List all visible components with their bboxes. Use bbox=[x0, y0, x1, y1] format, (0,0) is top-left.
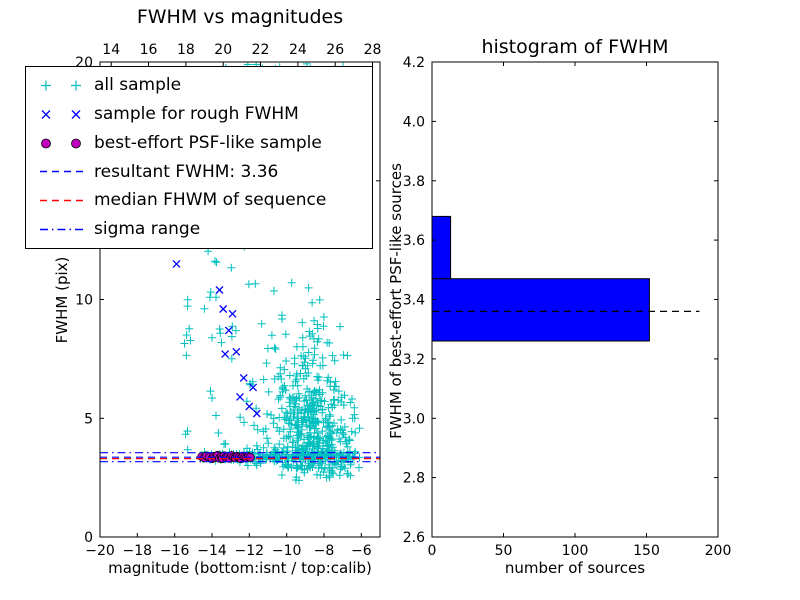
svg-text:0: 0 bbox=[428, 543, 437, 559]
plus-marker-icon bbox=[41, 80, 81, 91]
legend-label-all-sample: all sample bbox=[94, 75, 182, 96]
svg-text:50: 50 bbox=[495, 543, 513, 559]
svg-text:3.6: 3.6 bbox=[403, 233, 425, 249]
svg-text:3.4: 3.4 bbox=[403, 293, 425, 309]
svg-text:100: 100 bbox=[562, 543, 589, 559]
svg-text:0: 0 bbox=[84, 530, 93, 546]
legend: all sample sample for rough FWHM best-ef… bbox=[25, 66, 373, 249]
svg-text:−14: −14 bbox=[197, 543, 227, 559]
x-marker-icon bbox=[41, 109, 81, 119]
legend-label-median-fhwm: median FHWM of sequence bbox=[94, 190, 327, 211]
blue-dashed-line-icon bbox=[40, 171, 84, 173]
svg-text:26: 26 bbox=[326, 42, 344, 58]
svg-text:28: 28 bbox=[364, 42, 382, 58]
red-dashed-line-icon bbox=[40, 199, 84, 202]
left-plot-title: FWHM vs magnitudes bbox=[136, 6, 344, 28]
legend-entry-psf-sample: best-effort PSF-like sample bbox=[38, 134, 372, 153]
histogram-bar bbox=[431, 278, 650, 342]
svg-text:2.8: 2.8 bbox=[403, 471, 425, 487]
histogram-data bbox=[431, 215, 700, 342]
svg-text:150: 150 bbox=[633, 543, 660, 559]
svg-text:−12: −12 bbox=[235, 543, 265, 559]
svg-text:22: 22 bbox=[252, 42, 270, 58]
right-plot-ylabel: FWHM of best-effort PSF-like sources bbox=[387, 163, 405, 439]
svg-text:4.0: 4.0 bbox=[403, 114, 425, 130]
svg-text:24: 24 bbox=[289, 42, 307, 58]
svg-text:2.6: 2.6 bbox=[403, 530, 425, 546]
svg-text:−20: −20 bbox=[85, 543, 115, 559]
svg-text:20: 20 bbox=[214, 42, 232, 58]
svg-text:3.2: 3.2 bbox=[403, 352, 425, 368]
svg-text:−8: −8 bbox=[314, 543, 335, 559]
svg-text:3.8: 3.8 bbox=[403, 174, 425, 190]
legend-label-rough-fwhm: sample for rough FWHM bbox=[94, 103, 299, 124]
left-plot-data bbox=[100, 62, 380, 485]
legend-label-psf-sample: best-effort PSF-like sample bbox=[94, 132, 322, 153]
svg-text:16: 16 bbox=[140, 42, 158, 58]
right-plot-xlabel: number of sources bbox=[504, 559, 646, 577]
legend-entry-median-fhwm: median FHWM of sequence bbox=[38, 191, 372, 210]
legend-label-sigma-range: sigma range bbox=[94, 219, 201, 240]
svg-text:−10: −10 bbox=[272, 543, 302, 559]
svg-text:5: 5 bbox=[84, 411, 93, 427]
svg-text:18: 18 bbox=[177, 42, 195, 58]
svg-text:−6: −6 bbox=[351, 543, 372, 559]
svg-text:−16: −16 bbox=[160, 543, 190, 559]
left-plot-xlabel: magnitude (bottom:isnt / top:calib) bbox=[108, 559, 372, 577]
axis-ticks-and-labels: −20 −18 −16 −14 −12 −10 −8 −6 14 16 18 20 22 24 26 28 0 5… bbox=[75, 42, 731, 559]
svg-text:3.0: 3.0 bbox=[403, 411, 425, 427]
legend-entry-all-sample: all sample bbox=[38, 76, 372, 95]
legend-entry-resultant-fwhm: resultant FWHM: 3.36 bbox=[38, 161, 372, 182]
svg-text:200: 200 bbox=[705, 543, 732, 559]
rough-fwhm-points bbox=[172, 259, 261, 418]
legend-label-resultant-fwhm: resultant FWHM: 3.36 bbox=[94, 161, 279, 182]
svg-text:14: 14 bbox=[102, 42, 120, 58]
svg-text:4.2: 4.2 bbox=[403, 55, 425, 71]
svg-text:−18: −18 bbox=[123, 543, 153, 559]
svg-text:10: 10 bbox=[75, 293, 93, 309]
right-plot-title: histogram of FWHM bbox=[481, 36, 669, 58]
circle-marker-icon bbox=[41, 138, 81, 148]
legend-entry-sigma-range: sigma range bbox=[38, 220, 372, 239]
dash-dot-line-icon bbox=[40, 228, 84, 231]
legend-entry-rough-fwhm: sample for rough FWHM bbox=[38, 105, 372, 124]
histogram-bar bbox=[431, 215, 452, 280]
